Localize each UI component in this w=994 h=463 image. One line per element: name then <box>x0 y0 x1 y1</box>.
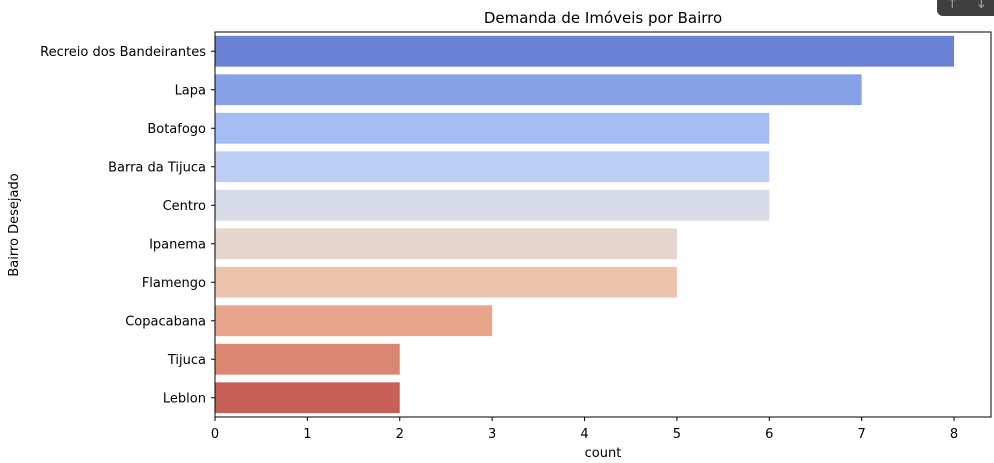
y-tick-label: Recreio dos Bandeirantes <box>40 45 206 60</box>
bar <box>215 382 400 414</box>
y-tick-label: Barra da Tijuca <box>108 160 206 175</box>
y-tick-label: Lapa <box>175 83 206 98</box>
bar <box>215 305 493 337</box>
y-tick-label: Flamengo <box>142 276 206 291</box>
x-ticks: 0 1 2 3 4 5 6 7 8 <box>211 417 958 442</box>
y-tick-labels: Recreio dos Bandeirantes Lapa Botafogo Barr… <box>40 45 215 406</box>
y-tick-label: Copacabana <box>125 314 206 329</box>
bar <box>215 151 770 183</box>
x-tick-label: 2 <box>396 427 404 442</box>
bar <box>215 35 955 67</box>
arrow-down-icon[interactable]: ↓ <box>975 0 988 12</box>
bars-group <box>215 35 955 414</box>
cell-toolbar: ↑ ↓ <box>937 0 994 16</box>
bar <box>215 189 770 221</box>
bar <box>215 228 677 260</box>
y-tick-label: Centro <box>163 199 206 214</box>
chart-title: Demanda de Imóveis por Bairro <box>484 9 722 27</box>
x-axis-label: count <box>585 446 622 461</box>
x-tick-label: 0 <box>211 427 219 442</box>
x-tick-label: 4 <box>580 427 588 442</box>
y-tick-label: Ipanema <box>149 237 206 252</box>
arrow-up-icon[interactable]: ↑ <box>946 0 959 12</box>
x-tick-label: 7 <box>858 427 866 442</box>
y-tick-label: Leblon <box>163 391 206 406</box>
x-tick-label: 8 <box>950 427 958 442</box>
y-tick-label: Botafogo <box>147 122 206 137</box>
y-axis-label: Bairro Desejado <box>7 173 22 276</box>
x-tick-label: 1 <box>303 427 311 442</box>
bar <box>215 74 862 106</box>
y-tick-label: Tijuca <box>167 353 206 368</box>
x-tick-label: 6 <box>765 427 773 442</box>
bar <box>215 112 770 144</box>
plot-frame <box>214 31 992 418</box>
x-tick-label: 3 <box>488 427 496 442</box>
x-tick-label: 5 <box>673 427 681 442</box>
bar <box>215 266 677 298</box>
bar <box>215 343 400 375</box>
